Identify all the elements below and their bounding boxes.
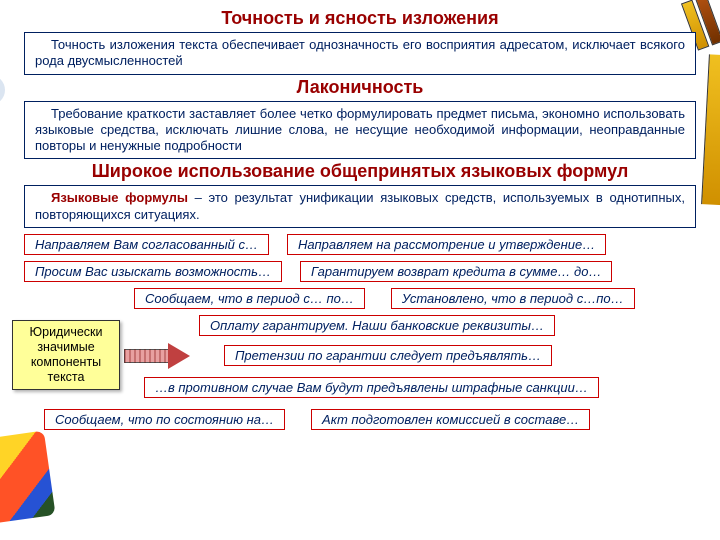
section3-box: Языковые формулы – это результат унифика… <box>24 185 696 228</box>
arrow-icon <box>124 343 194 369</box>
section2-heading: Лаконичность <box>24 77 696 98</box>
section1-heading: Точность и ясность изложения <box>24 8 696 29</box>
formula-pill: Оплату гарантируем. Наши банковские рекв… <box>199 315 555 336</box>
formula-pill: Направляем Вам согласованный с… <box>24 234 269 255</box>
formula-pill: Гарантируем возврат кредита в сумме… до… <box>300 261 613 282</box>
formula-pill: Претензии по гарантии следует предъявлят… <box>224 345 552 366</box>
slide-content: Точность и ясность изложения Точность из… <box>0 0 720 447</box>
section3-lead: Языковые формулы <box>51 190 188 205</box>
formula-pill: Сообщаем, что в период с… по… <box>134 288 365 309</box>
formula-row-3: Сообщаем, что в период с… по… Установлен… <box>134 288 696 309</box>
formula-row-last: Сообщаем, что по состоянию на… Акт подго… <box>44 409 590 430</box>
section1-body: Точность изложения текста обеспечивает о… <box>35 37 685 68</box>
formula-pill: Акт подготовлен комиссией в составе… <box>311 409 590 430</box>
formula-pill: Направляем на рассмотрение и утверждение… <box>287 234 606 255</box>
section2-body: Требование краткости заставляет более че… <box>35 106 685 154</box>
formula-row-1: Направляем Вам согласованный с… Направля… <box>24 234 696 255</box>
legal-callout: Юридически значимые компоненты текста <box>12 320 120 390</box>
formula-pill: Просим Вас изыскать возможность… <box>24 261 282 282</box>
formula-pill: Сообщаем, что по состоянию на… <box>44 409 285 430</box>
section1-box: Точность изложения текста обеспечивает о… <box>24 32 696 75</box>
formula-row-2: Просим Вас изыскать возможность… Гаранти… <box>24 261 696 282</box>
section2-box: Требование краткости заставляет более че… <box>24 101 696 160</box>
formula-pill: …в противном случае Вам будут предъявлен… <box>144 377 599 398</box>
formula-pill: Установлено, что в период с…по… <box>391 288 635 309</box>
legal-components-block: Юридически значимые компоненты текста Оп… <box>24 315 696 443</box>
section3-heading: Широкое использование общепринятых языко… <box>24 161 696 182</box>
